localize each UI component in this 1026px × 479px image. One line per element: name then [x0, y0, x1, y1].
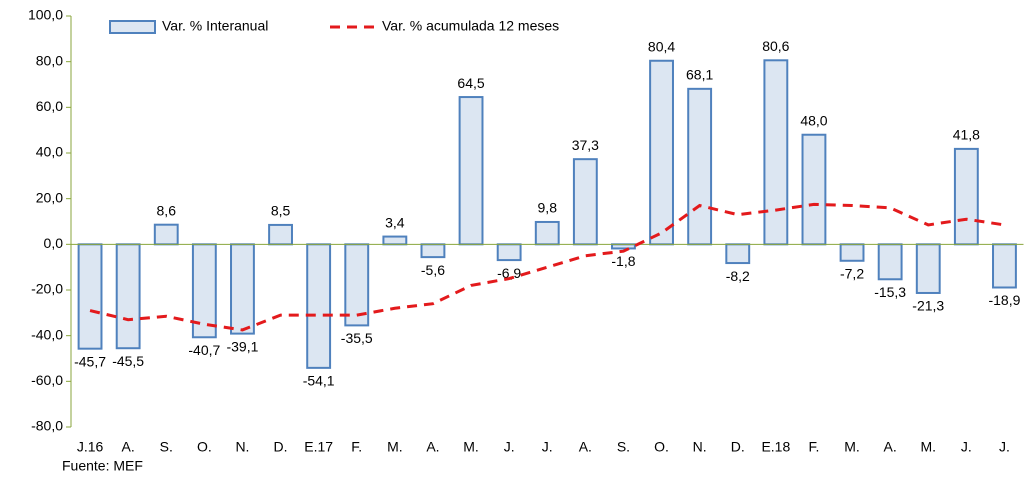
- source-note: Fuente: MEF: [62, 458, 143, 474]
- x-tick-label: D.: [731, 439, 745, 455]
- value-label: -15,3: [874, 284, 906, 300]
- y-tick-label: -60,0: [31, 372, 63, 388]
- value-label: 48,0: [800, 112, 827, 128]
- value-label: 41,8: [953, 127, 980, 143]
- bar: [153, 223, 179, 246]
- y-tick-label: 0,0: [44, 235, 64, 251]
- x-tick-label: J.: [999, 439, 1010, 455]
- bar: [725, 243, 751, 265]
- bar: [115, 243, 141, 350]
- line: [89, 202, 1005, 332]
- y-tick-label: 40,0: [36, 144, 63, 160]
- y-tick-label: 80,0: [36, 52, 63, 68]
- value-label: -45,7: [74, 353, 106, 369]
- value-label: 8,5: [271, 203, 291, 219]
- x-tick-label: S.: [617, 439, 630, 455]
- x-tick-label: J.16: [77, 439, 104, 455]
- x-tick-label: J.: [504, 439, 515, 455]
- x-tick-label: S.: [160, 439, 173, 455]
- bar: [306, 243, 332, 369]
- value-label: -39,1: [226, 338, 258, 354]
- x-tick-label: J.: [961, 439, 972, 455]
- value-label: 8,6: [157, 202, 177, 218]
- bar: [77, 243, 103, 350]
- x-tick-label: O.: [654, 439, 669, 455]
- bar: [230, 243, 255, 335]
- legend-label: Var. % acumulada 12 meses: [382, 18, 559, 34]
- value-label: 80,4: [648, 38, 675, 54]
- value-label: 80,6: [762, 38, 789, 54]
- bar: [992, 243, 1017, 289]
- x-tick-label: N.: [693, 439, 707, 455]
- bar: [572, 158, 598, 246]
- x-tick-label: M.: [463, 439, 479, 455]
- y-tick-label: -20,0: [31, 281, 63, 297]
- y-tick-label: -40,0: [31, 326, 63, 342]
- y-tick-label: 60,0: [36, 98, 63, 114]
- bar: [534, 220, 560, 246]
- bar: [839, 243, 865, 262]
- bar: [382, 235, 408, 246]
- value-label: -1,8: [611, 253, 635, 269]
- bar: [458, 96, 484, 246]
- value-label: -40,7: [188, 342, 220, 358]
- value-label: 9,8: [538, 200, 558, 216]
- bar: [877, 243, 903, 281]
- value-label: 68,1: [686, 67, 713, 83]
- x-tick-label: F.: [351, 439, 362, 455]
- value-label: 64,5: [457, 75, 484, 91]
- legend-swatch: [109, 20, 156, 34]
- value-label: -7,2: [840, 265, 864, 281]
- x-tick-label: A.: [122, 439, 135, 455]
- value-label: -54,1: [303, 373, 335, 389]
- bar: [420, 243, 446, 259]
- x-tick-label: A.: [579, 439, 592, 455]
- x-tick-label: J.: [542, 439, 553, 455]
- x-tick-label: M.: [920, 439, 936, 455]
- bar: [915, 243, 941, 294]
- y-tick-label: 100,0: [28, 7, 63, 23]
- x-tick-label: A.: [884, 439, 897, 455]
- value-label: -5,6: [421, 262, 445, 278]
- x-tick-label: F.: [809, 439, 820, 455]
- x-tick-label: E.18: [761, 439, 790, 455]
- bar: [763, 59, 789, 246]
- x-tick-label: N.: [235, 439, 249, 455]
- bar: [649, 59, 674, 246]
- value-label: -21,3: [912, 298, 944, 314]
- value-label: 37,3: [572, 137, 599, 153]
- bar: [496, 243, 522, 262]
- bar: [953, 147, 979, 246]
- value-label: -6,9: [497, 265, 521, 281]
- y-tick-label: 20,0: [36, 189, 63, 205]
- x-tick-label: A.: [426, 439, 439, 455]
- legend-label: Var. % Interanual: [162, 18, 268, 34]
- bar: [611, 243, 636, 250]
- x-tick-label: E.17: [304, 439, 333, 455]
- value-label: -45,5: [112, 353, 144, 369]
- bar: [687, 87, 713, 246]
- x-tick-label: M.: [844, 439, 860, 455]
- x-tick-label: O.: [197, 439, 212, 455]
- value-label: -18,9: [988, 292, 1020, 308]
- y-tick-label: -80,0: [31, 418, 63, 434]
- x-tick-label: M.: [387, 439, 403, 455]
- x-tick-label: D.: [274, 439, 288, 455]
- value-label: 3,4: [385, 214, 405, 230]
- bar: [268, 223, 293, 246]
- value-label: -35,5: [341, 330, 373, 346]
- value-label: -8,2: [726, 268, 750, 284]
- bar: [801, 133, 827, 246]
